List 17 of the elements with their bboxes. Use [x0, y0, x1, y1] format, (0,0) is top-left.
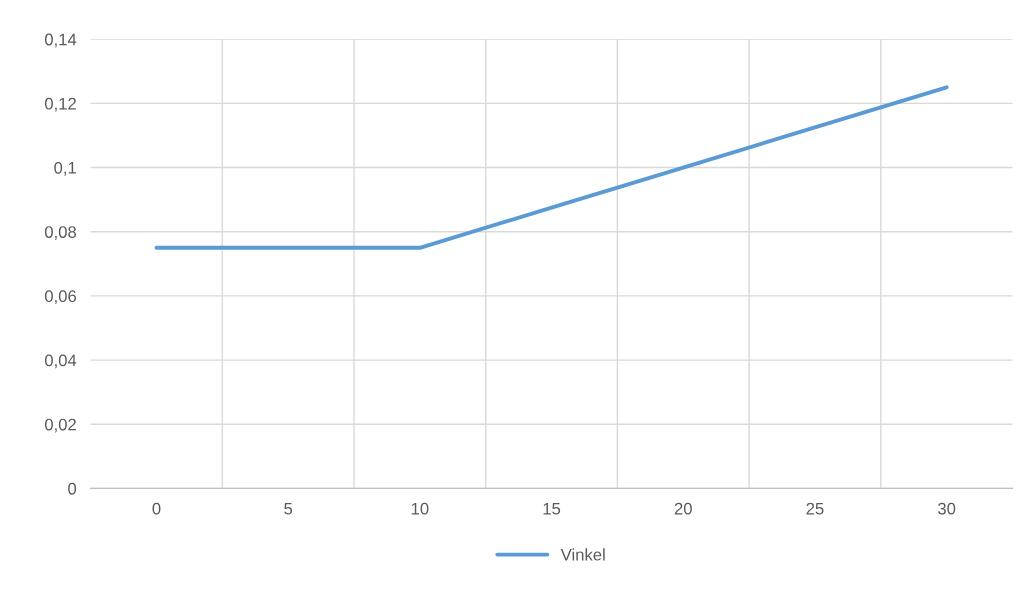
x-tick-label: 15: [543, 502, 561, 515]
y-tick-label: 0,04: [44, 354, 77, 369]
x-tick-label: 30: [938, 502, 956, 515]
x-tick-label: 5: [284, 502, 293, 515]
legend-label: Vinkel: [560, 548, 605, 561]
y-tick-label: 0,14: [44, 33, 77, 48]
x-tick-label: 10: [411, 502, 429, 515]
y-tick-label: 0: [68, 482, 77, 495]
y-tick-label: 0,12: [44, 97, 76, 112]
x-tick-label: 25: [806, 502, 824, 515]
y-tick-label: 0,1: [54, 161, 76, 176]
y-tick-label: 0,08: [44, 226, 77, 240]
y-tick-label: 0,06: [44, 290, 77, 305]
x-tick-label: 0: [152, 502, 161, 515]
line-series: [154, 85, 949, 250]
y-tick-label: 0,02: [44, 418, 76, 433]
x-tick-label: 20: [674, 502, 692, 515]
